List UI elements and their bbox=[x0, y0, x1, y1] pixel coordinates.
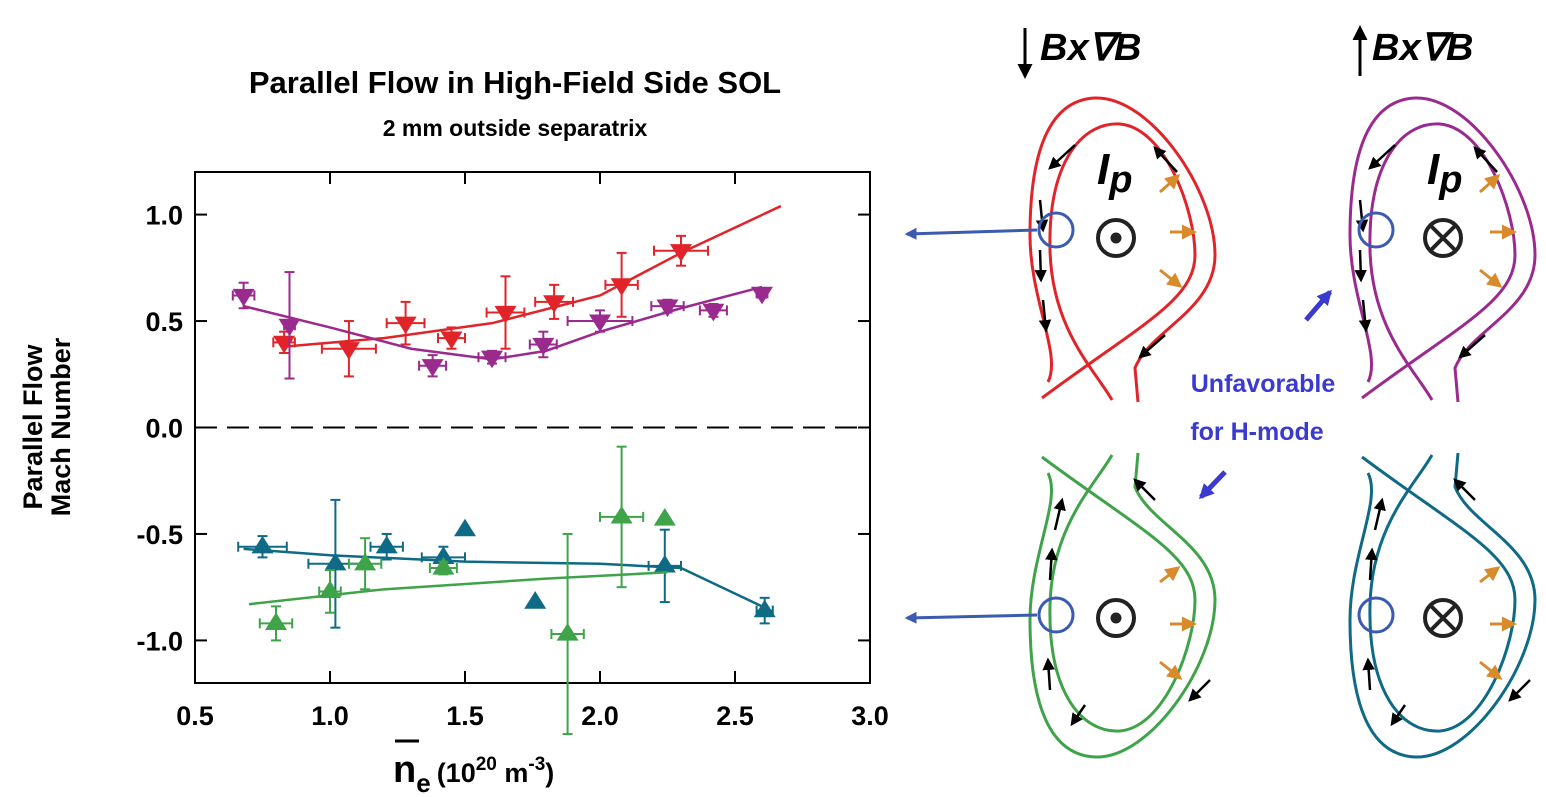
data-point bbox=[753, 599, 776, 618]
x-tick-label: 2.0 bbox=[581, 701, 619, 731]
data-point bbox=[440, 331, 463, 350]
flux-shape bbox=[1028, 452, 1217, 759]
data-point bbox=[354, 552, 377, 571]
data-point bbox=[232, 288, 255, 307]
data-point bbox=[543, 295, 566, 313]
field-label: Bx∇B bbox=[1372, 27, 1473, 69]
chart-subtitle: 2 mm outside separatrix bbox=[383, 115, 648, 141]
y-tick-label: 0.0 bbox=[145, 414, 183, 444]
flux-shape bbox=[1348, 96, 1537, 403]
current-label: Ip bbox=[1097, 145, 1132, 201]
data-point bbox=[670, 244, 692, 262]
data-point bbox=[319, 580, 341, 599]
note-arrow bbox=[1198, 470, 1227, 500]
data-point bbox=[481, 350, 503, 369]
x-tick-label: 0.5 bbox=[176, 701, 214, 731]
data-point bbox=[273, 335, 296, 354]
data-point bbox=[394, 316, 417, 335]
data-point bbox=[656, 299, 679, 318]
data-point bbox=[653, 554, 676, 573]
fit-line bbox=[283, 204, 782, 348]
x-label-exp: -3 bbox=[528, 754, 545, 775]
x-label-part: (10 bbox=[437, 758, 476, 788]
data-point bbox=[532, 337, 555, 356]
y-axis-label: Parallel Flow Mach Number bbox=[18, 337, 76, 516]
current-label: Ip bbox=[1427, 145, 1462, 201]
flux-shape bbox=[1028, 96, 1217, 403]
x-tick-label: 2.5 bbox=[716, 701, 754, 731]
current-symbols bbox=[1096, 218, 1463, 638]
data-point bbox=[524, 591, 547, 609]
probe-markers bbox=[904, 211, 1395, 634]
y-label-line: Mach Number bbox=[46, 337, 76, 516]
x-label-symbol: n bbox=[393, 749, 416, 791]
x-label-part: m bbox=[497, 758, 529, 788]
y-label-line: Parallel Flow bbox=[18, 343, 48, 509]
y-tick-label: 0.5 bbox=[145, 307, 183, 337]
data-point bbox=[556, 623, 579, 641]
data-point bbox=[610, 278, 633, 296]
current-sub: p bbox=[1438, 159, 1462, 201]
note-arrow bbox=[1304, 289, 1332, 322]
x-label-part: ) bbox=[545, 758, 554, 788]
data-point bbox=[702, 303, 725, 322]
y-tick-label: -0.5 bbox=[136, 520, 183, 550]
x-label-subscript: e bbox=[416, 768, 430, 797]
fit-line bbox=[243, 547, 763, 608]
x-tick-label: 3.0 bbox=[851, 701, 889, 731]
data-point bbox=[610, 505, 633, 524]
y-tick-label: -1.0 bbox=[136, 626, 183, 656]
y-tick-label: 1.0 bbox=[145, 201, 183, 231]
x-tick-label: 1.0 bbox=[311, 701, 349, 731]
data-point bbox=[265, 612, 287, 630]
data-point bbox=[421, 359, 444, 377]
data-point bbox=[375, 535, 398, 554]
current-sub: p bbox=[1108, 159, 1132, 201]
flow-arrows bbox=[1034, 144, 1531, 727]
data-point bbox=[337, 342, 360, 360]
x-label-exp: 20 bbox=[476, 754, 497, 775]
data-point bbox=[751, 286, 773, 305]
flux-shape bbox=[1348, 452, 1537, 759]
x-axis-label: ne (1020 m-3) bbox=[393, 749, 554, 797]
field-label: Bx∇B bbox=[1040, 27, 1141, 69]
data-point bbox=[653, 508, 676, 526]
data-point bbox=[432, 546, 455, 564]
note-line: Unfavorable bbox=[1191, 370, 1336, 398]
data-point bbox=[278, 318, 301, 337]
data-point bbox=[324, 552, 347, 571]
data-point bbox=[589, 314, 611, 333]
current-main: I bbox=[1427, 145, 1440, 194]
current-main: I bbox=[1097, 145, 1110, 194]
fit-line bbox=[248, 571, 668, 606]
note-line: for H-mode bbox=[1190, 418, 1323, 446]
data-point bbox=[454, 518, 476, 537]
chart-title: Parallel Flow in High-Field Side SOL bbox=[249, 65, 781, 100]
data-point bbox=[251, 535, 274, 554]
diagram: Bx∇B Bx∇B bbox=[904, 25, 1537, 759]
x-tick-label: 1.5 bbox=[446, 701, 484, 731]
plot-area: 0.5 1.0 1.5 2.0 2.5 3.0 -1.0 -0.5 0.0 0.5 1.0 bbox=[136, 171, 889, 736]
drift-arrows bbox=[1159, 174, 1517, 680]
data-point bbox=[432, 557, 455, 575]
data-point bbox=[494, 305, 517, 324]
